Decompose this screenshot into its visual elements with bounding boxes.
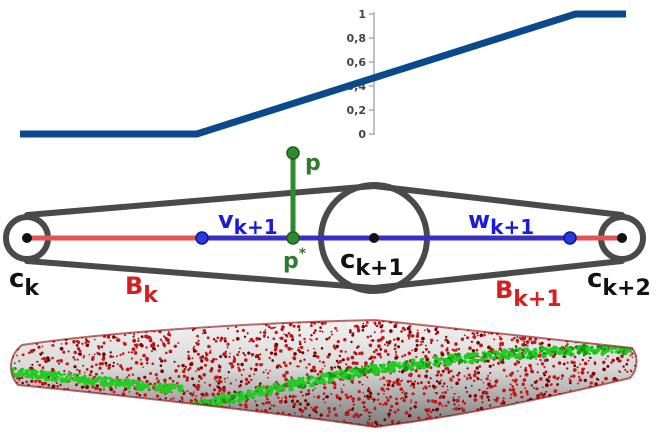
bone-capsule-diagram: p p* vk+1 wk+1 ck ck+1 ck+2 Bk Bk+1 xyxy=(3,146,651,312)
point-p-star xyxy=(286,231,300,245)
y-tick-label-1: 1 xyxy=(358,8,366,21)
y-tick-label-0-8: 0,8 xyxy=(347,32,367,45)
capsule-outline-left xyxy=(24,183,377,291)
label-b-k1: Bk+1 xyxy=(495,276,562,312)
mesh-outline xyxy=(10,318,638,429)
y-axis-ticks xyxy=(369,13,374,135)
label-p: p xyxy=(305,151,321,176)
joint-point-ck2 xyxy=(617,233,627,243)
joint-point-ck1 xyxy=(369,233,379,243)
label-p-star: p* xyxy=(283,246,307,274)
label-v-k1: vk+1 xyxy=(218,206,278,239)
point-p xyxy=(286,146,300,160)
label-b-k: Bk xyxy=(125,272,159,308)
blend-weight-plot: 1 0,8 0,6 0,4 0,2 0 xyxy=(20,8,626,141)
joint-point-ck xyxy=(22,233,32,243)
label-w-k1: wk+1 xyxy=(468,206,534,239)
segment-end-blue-left xyxy=(195,231,209,245)
label-c-k2: ck+2 xyxy=(587,264,651,301)
label-c-k: ck xyxy=(9,264,40,301)
y-tick-label-0-2: 0,2 xyxy=(347,104,367,117)
shaded-point-cloud-mesh xyxy=(10,318,638,429)
mesh-green-seam xyxy=(11,341,637,415)
y-axis-tick-labels: 1 0,8 0,6 0,4 0,2 0 xyxy=(347,8,367,141)
blend-curve-line xyxy=(20,10,626,138)
segment-end-blue-right xyxy=(563,231,577,245)
label-c-k1: ck+1 xyxy=(340,245,404,281)
y-tick-label-0-6: 0,6 xyxy=(347,56,367,69)
y-tick-label-0: 0 xyxy=(358,128,366,141)
capsule-outline-right xyxy=(371,183,625,291)
